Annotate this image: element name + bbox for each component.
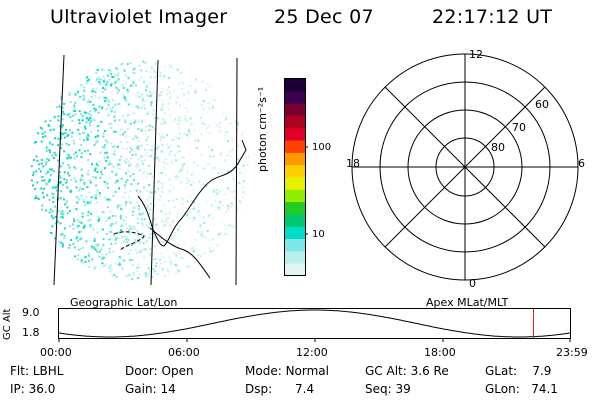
polar-ring-70: 70 bbox=[512, 121, 526, 134]
info-gain: Gain: 14 bbox=[125, 382, 176, 396]
polar-label-top: 12 bbox=[469, 48, 483, 61]
colorbar-swatch bbox=[285, 239, 305, 252]
timeline-right-label: Apex MLat/MLT bbox=[426, 296, 509, 309]
colorbar-swatch bbox=[285, 263, 305, 277]
info-glat: GLat: 7.9 bbox=[485, 364, 552, 378]
instrument-title: Ultraviolet Imager bbox=[50, 6, 228, 28]
timeline-left-label: Geographic Lat/Lon bbox=[70, 296, 178, 309]
info-gc-alt: GC Alt: 3.6 Re bbox=[365, 364, 449, 378]
timeline-y-axis-label: GC Alt bbox=[2, 308, 13, 340]
info-seq: Seq: 39 bbox=[365, 382, 411, 396]
info-mode: Mode: Normal bbox=[245, 364, 329, 378]
colorbar-swatch bbox=[285, 202, 305, 215]
colorbar-swatch bbox=[285, 189, 305, 203]
colorbar-swatch bbox=[285, 103, 305, 117]
coastline bbox=[113, 231, 145, 251]
polar-grid bbox=[351, 53, 579, 281]
info-dsp: Dsp: 7.4 bbox=[245, 382, 315, 396]
longitude-line bbox=[53, 54, 65, 286]
timeline-x-tick-1: 06:00 bbox=[168, 346, 200, 359]
uv-earth-image bbox=[30, 54, 250, 286]
time-label: 22:17:12 UT bbox=[432, 6, 553, 28]
coastline bbox=[149, 227, 211, 279]
timeline-x-tick-3: 18:00 bbox=[424, 346, 456, 359]
colorbar-swatch bbox=[285, 226, 305, 240]
polar-label-right: 6 bbox=[578, 157, 585, 170]
info-flt: Flt: LBHL bbox=[10, 364, 64, 378]
info-glon: GLon: 74.1 bbox=[485, 382, 558, 396]
uv-intensity-speckles bbox=[30, 60, 250, 280]
timeline-y-tick-high: 9.0 bbox=[22, 306, 40, 319]
colorbar-unit-label: photon cm⁻²s⁻¹ bbox=[256, 86, 269, 172]
timeline-x-tick-2: 12:00 bbox=[296, 346, 328, 359]
colorbar-tick-10: 10 bbox=[312, 229, 325, 240]
colorbar-swatch bbox=[285, 79, 305, 92]
longitude-line bbox=[235, 57, 238, 286]
timeline-x-tick-0: 00:00 bbox=[40, 346, 72, 359]
colorbar-swatch bbox=[285, 177, 305, 191]
colorbar-swatch bbox=[285, 152, 305, 166]
info-ip: IP: 36.0 bbox=[10, 382, 56, 396]
polar-ring-60: 60 bbox=[535, 98, 549, 111]
polar-label-bottom: 0 bbox=[469, 277, 476, 290]
longitude-line bbox=[150, 59, 159, 286]
colorbar-swatch bbox=[285, 214, 305, 228]
altitude-curve bbox=[58, 309, 571, 338]
date-label: 25 Dec 07 bbox=[274, 6, 374, 28]
timeline-x-tick-4: 23:59 bbox=[556, 346, 588, 359]
colorbar-swatch bbox=[285, 115, 305, 129]
colorbar-swatch bbox=[285, 128, 305, 142]
info-door: Door: Open bbox=[125, 364, 194, 378]
colorbar-swatch bbox=[285, 165, 305, 178]
colorbar bbox=[284, 78, 308, 277]
timeline-y-tick-low: 1.8 bbox=[22, 326, 40, 339]
altitude-timeline-plot bbox=[58, 308, 571, 342]
colorbar-swatch bbox=[285, 91, 305, 105]
colorbar-swatch bbox=[285, 140, 305, 154]
polar-ring-80: 80 bbox=[491, 141, 505, 154]
colorbar-tick-100: 100 bbox=[312, 142, 332, 153]
colorbar-swatch bbox=[285, 251, 305, 265]
polar-label-left: 18 bbox=[346, 157, 360, 170]
